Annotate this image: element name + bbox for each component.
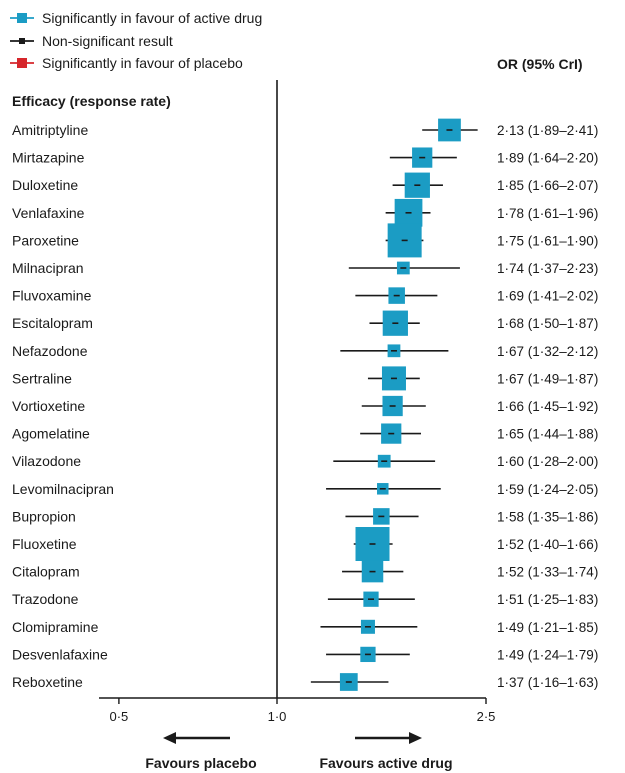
drug-label: Vilazodone <box>12 453 81 469</box>
drug-label: Paroxetine <box>12 232 79 248</box>
forest-row: Venlafaxine 1·78 (1·61–1·96) <box>12 198 598 227</box>
arrow-placebo-label: Favours placebo <box>145 755 256 771</box>
drug-label: Reboxetine <box>12 674 83 690</box>
forest-row: Duloxetine 1·85 (1·66–2·07) <box>12 172 598 198</box>
legend-swatch-nonsig <box>19 38 25 44</box>
arrow-active-label: Favours active drug <box>319 755 452 771</box>
or-value: 1·59 (1·24–2·05) <box>497 482 598 497</box>
drug-label: Nefazodone <box>12 343 88 359</box>
x-axis-ticks: 0·5 1·0 2·5 <box>109 698 495 724</box>
or-value: 1·78 (1·61–1·96) <box>497 206 598 221</box>
forest-row: Amitriptyline 2·13 (1·89–2·41) <box>12 118 598 142</box>
or-value: 1·58 (1·35–1·86) <box>497 509 598 524</box>
or-value: 1·69 (1·41–2·02) <box>497 289 598 304</box>
legend-label-nonsig: Non-significant result <box>42 33 173 49</box>
legend-item-nonsig: Non-significant result <box>10 33 173 49</box>
drug-label: Trazodone <box>12 591 79 607</box>
drug-label: Agomelatine <box>12 426 90 442</box>
drug-label: Milnacipran <box>12 260 84 276</box>
drug-label: Venlafaxine <box>12 205 85 221</box>
or-value: 1·52 (1·40–1·66) <box>497 537 598 552</box>
drug-label: Vortioxetine <box>12 398 85 414</box>
or-value: 1·51 (1·25–1·83) <box>497 592 598 607</box>
x-tick-label: 2·5 <box>477 709 496 724</box>
legend: Significantly in favour of active drug N… <box>10 10 262 71</box>
arrow-placebo: Favours placebo <box>145 732 257 771</box>
drug-label: Citalopram <box>12 564 80 580</box>
drug-label: Bupropion <box>12 508 76 524</box>
drug-label: Fluvoxamine <box>12 288 92 304</box>
legend-swatch-placebo <box>17 58 27 68</box>
drug-label: Duloxetine <box>12 177 78 193</box>
drug-label: Desvenlafaxine <box>12 646 108 662</box>
forest-row: Fluoxetine 1·52 (1·40–1·66) <box>12 527 598 561</box>
drug-label: Sertraline <box>12 370 72 386</box>
or-value: 1·66 (1·45–1·92) <box>497 399 598 414</box>
forest-row: Milnacipran 1·74 (1·37–2·23) <box>12 260 598 276</box>
arrow-active-head <box>409 732 422 744</box>
forest-row: Sertraline 1·67 (1·49–1·87) <box>12 366 598 391</box>
or-value: 1·74 (1·37–2·23) <box>497 261 598 276</box>
forest-row: Desvenlafaxine 1·49 (1·24–1·79) <box>12 646 598 662</box>
section-title: Efficacy (response rate) <box>12 93 171 109</box>
forest-row: Escitalopram 1·68 (1·50–1·87) <box>12 310 598 336</box>
drug-label: Fluoxetine <box>12 536 77 552</box>
forest-row: Mirtazapine 1·89 (1·64–2·20) <box>12 147 598 168</box>
or-value: 1·68 (1·50–1·87) <box>497 316 598 331</box>
forest-row: Reboxetine 1·37 (1·16–1·63) <box>12 673 598 691</box>
forest-row: Fluvoxamine 1·69 (1·41–2·02) <box>12 287 598 304</box>
or-value: 1·67 (1·32–2·12) <box>497 344 598 359</box>
forest-row: Vortioxetine 1·66 (1·45–1·92) <box>12 395 598 417</box>
forest-row: Clomipramine 1·49 (1·21–1·85) <box>12 619 598 635</box>
or-value: 1·75 (1·61–1·90) <box>497 233 598 248</box>
arrow-placebo-head <box>163 732 176 744</box>
drug-label: Amitriptyline <box>12 122 88 138</box>
forest-row: Citalopram 1·52 (1·33–1·74) <box>12 560 598 583</box>
legend-item-placebo: Significantly in favour of placebo <box>10 55 243 71</box>
or-value: 2·13 (1·89–2·41) <box>497 123 598 138</box>
or-value: 1·65 (1·44–1·88) <box>497 427 598 442</box>
or-value: 1·89 (1·64–2·20) <box>497 151 598 166</box>
drug-label: Mirtazapine <box>12 150 85 166</box>
or-value: 1·52 (1·33–1·74) <box>497 565 598 580</box>
x-tick-label: 0·5 <box>109 709 128 724</box>
or-value: 1·49 (1·24–1·79) <box>497 647 598 662</box>
legend-swatch-active <box>17 13 27 23</box>
forest-row: Nefazodone 1·67 (1·32–2·12) <box>12 343 598 359</box>
drug-label: Levomilnacipran <box>12 481 114 497</box>
or-header: OR (95% CrI) <box>497 56 583 72</box>
forest-row: Bupropion 1·58 (1·35–1·86) <box>12 508 598 525</box>
legend-label-placebo: Significantly in favour of placebo <box>42 55 243 71</box>
drug-label: Clomipramine <box>12 619 99 635</box>
forest-row: Agomelatine 1·65 (1·44–1·88) <box>12 423 598 444</box>
forest-row: Trazodone 1·51 (1·25–1·83) <box>12 591 598 607</box>
or-value: 1·85 (1·66–2·07) <box>497 178 598 193</box>
x-tick-label: 1·0 <box>268 709 287 724</box>
forest-row: Paroxetine 1·75 (1·61–1·90) <box>12 223 598 258</box>
or-value: 1·49 (1·21–1·85) <box>497 620 598 635</box>
legend-item-active: Significantly in favour of active drug <box>10 10 262 26</box>
arrow-active: Favours active drug <box>319 732 453 771</box>
or-value: 1·37 (1·16–1·63) <box>497 675 598 690</box>
forest-rows: Amitriptyline 2·13 (1·89–2·41) Mirtazapine… <box>12 118 598 691</box>
drug-label: Escitalopram <box>12 315 93 331</box>
forest-row: Levomilnacipran 1·59 (1·24–2·05) <box>12 481 598 497</box>
forest-row: Vilazodone 1·60 (1·28–2·00) <box>12 453 598 469</box>
or-value: 1·60 (1·28–2·00) <box>497 454 598 469</box>
or-value: 1·67 (1·49–1·87) <box>497 371 598 386</box>
legend-label-active: Significantly in favour of active drug <box>42 10 262 26</box>
